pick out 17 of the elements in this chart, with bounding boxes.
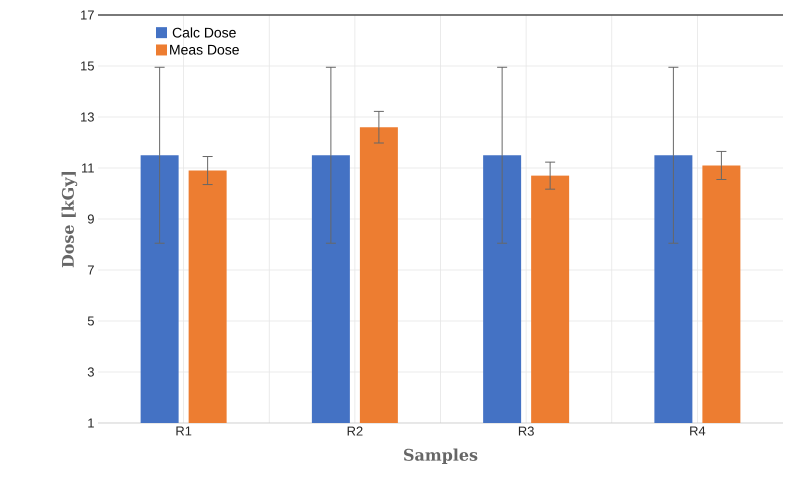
- y-axis-title: Dose [kGy]: [62, 172, 78, 268]
- y-tick-label: 13: [81, 112, 94, 122]
- y-tick-label: 1: [88, 418, 94, 428]
- legend-label: Calc Dose: [172, 27, 236, 38]
- x-tick-label: R1: [176, 426, 192, 436]
- y-tick-label: 9: [88, 214, 94, 224]
- x-tick-label: R4: [690, 426, 706, 436]
- x-tick-label: R3: [518, 426, 534, 436]
- x-tick-label: R2: [348, 426, 362, 436]
- y-tick-label: 15: [81, 61, 94, 71]
- y-tick-label: 5: [88, 316, 94, 326]
- y-tick-label: 17: [81, 10, 94, 20]
- x-axis-title: Samples: [404, 448, 478, 464]
- y-tick-label: 7: [88, 266, 94, 274]
- legend-label: Meas Dose: [170, 44, 239, 55]
- y-tick-label: 3: [88, 367, 94, 377]
- y-tick-label: 11: [82, 164, 94, 172]
